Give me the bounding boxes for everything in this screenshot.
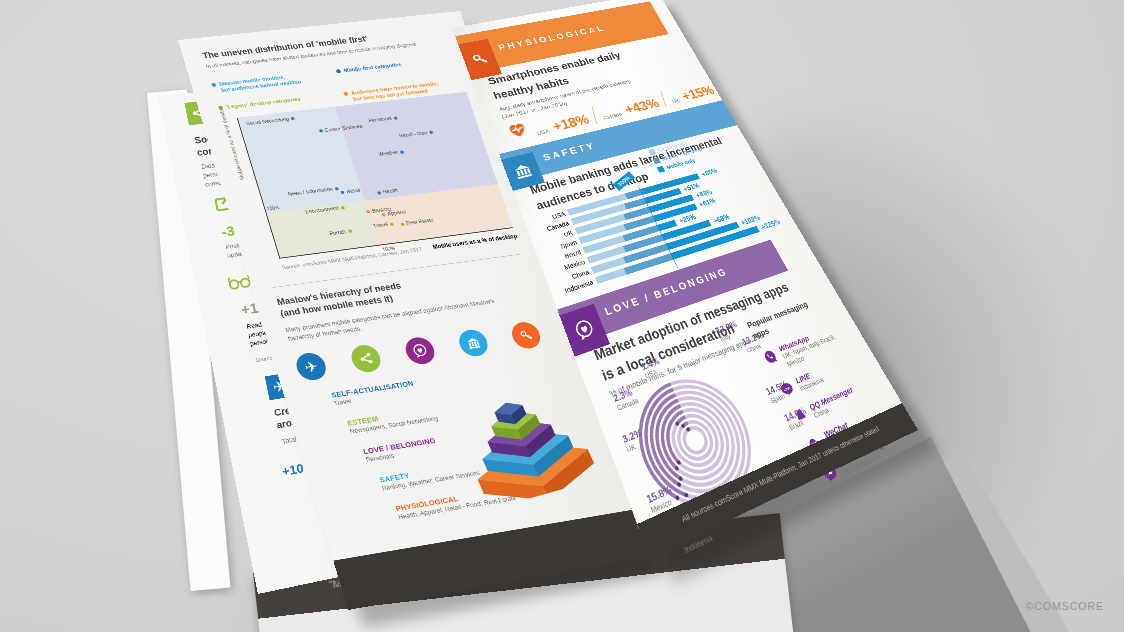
maslow-level: LOVE / BELONGINGPersonals (362, 436, 439, 463)
scatter-point (319, 129, 323, 132)
left-stat-blue: +10 (281, 461, 305, 480)
bank-icon (456, 328, 492, 358)
stat-value: +15% (679, 83, 717, 103)
stat-label: Canada (602, 111, 623, 121)
scatter-point (393, 116, 397, 119)
legend-item: 'Legacy' desktop categories (225, 96, 301, 110)
distribution-legend: Massive mobile minutes,but audiences beh… (178, 11, 460, 40)
legend-dot (211, 83, 217, 87)
legend-item: Massive mobile minutes,but audiences beh… (218, 72, 302, 93)
maslow-pyramid (437, 365, 608, 508)
maslow-levels: SELF-ACTUALISATIONTravelESTEEMNewspapers… (178, 11, 460, 40)
maslow-level: SELF-ACTUALISATIONTravel (330, 379, 417, 407)
scatter-point (340, 206, 344, 210)
scatter-point (377, 191, 381, 195)
stat-value: +43% (622, 96, 661, 117)
keys-icon (508, 320, 543, 350)
scatter-point (390, 222, 394, 226)
scatter-point (429, 131, 433, 134)
share-icon (348, 343, 384, 374)
legend-item: Mobile-first categories (343, 61, 402, 73)
stat-label: USA (536, 128, 550, 136)
stat-divider (592, 106, 597, 124)
maslow-level: ESTEEMNewspapers, Social Networking (346, 406, 439, 435)
scatter-point (400, 222, 404, 226)
scatter-point (334, 187, 338, 191)
whatsapp-icon (761, 348, 779, 366)
stat-label: UK (671, 98, 680, 105)
bar-legend-swatch (652, 157, 660, 164)
chat-heart-icon (402, 336, 438, 366)
bar-legend-swatch (648, 149, 656, 156)
heart-pulse-icon (503, 118, 531, 141)
scatter-chart: 100%100%Social NetworkingCareer Services… (237, 92, 513, 259)
legend-dot (336, 69, 342, 73)
legend-dot (343, 92, 349, 96)
watermark: ©COMSCORE (1025, 600, 1104, 612)
scatter-point (400, 150, 404, 153)
photo-of-trifold-brochure: "Mobile" includes smartphone & tablet, a… (0, 0, 1124, 632)
stat-value: +18% (550, 112, 591, 134)
stat-divider (660, 90, 666, 107)
maslow-icons-row: ✈ (178, 11, 460, 40)
scatter-point (291, 117, 295, 120)
plane-icon: ✈ (293, 351, 329, 382)
scatter-quadrant (335, 92, 498, 201)
bar-legend-swatch (657, 166, 665, 173)
